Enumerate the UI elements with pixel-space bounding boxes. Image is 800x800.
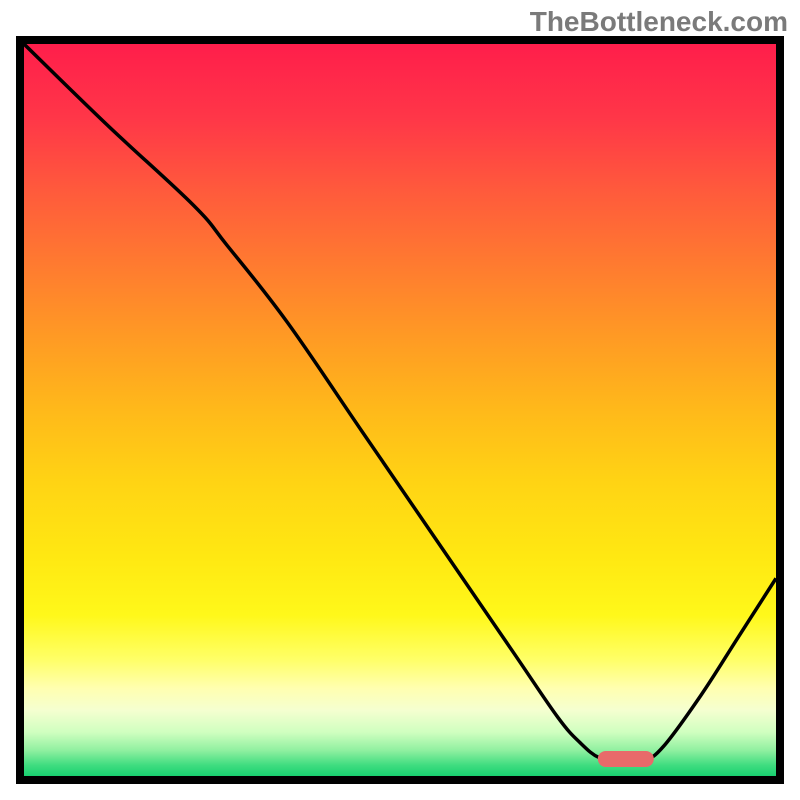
plot-area [24,44,776,776]
optimal-marker [597,751,653,767]
chart-container: TheBottleneck.com [0,0,800,800]
watermark-text: TheBottleneck.com [530,6,788,38]
plot-frame [16,36,784,784]
bottleneck-curve [24,44,776,760]
line-chart [24,44,776,776]
